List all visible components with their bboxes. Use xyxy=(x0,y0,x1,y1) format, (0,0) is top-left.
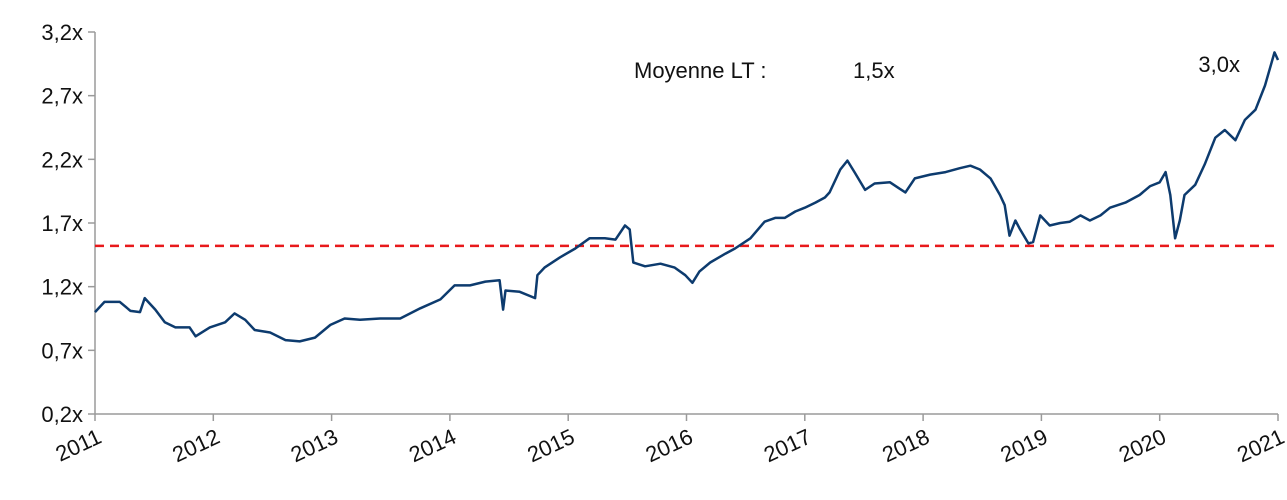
y-tick-label: 1,7x xyxy=(41,211,83,236)
x-tick-label: 2012 xyxy=(168,424,223,467)
x-tick-label: 2015 xyxy=(523,424,578,467)
x-tick-label: 2020 xyxy=(1115,424,1170,467)
reference-label: Moyenne LT : xyxy=(634,58,766,83)
y-tick-label: 2,7x xyxy=(41,84,83,109)
x-tick-label: 2021 xyxy=(1233,424,1287,467)
end-annotation: 3,0x xyxy=(1198,52,1240,77)
reference-value-label: 1,5x xyxy=(853,58,895,83)
x-tick-label: 2014 xyxy=(405,424,460,467)
x-tick-label: 2013 xyxy=(287,424,342,467)
y-tick-label: 2,2x xyxy=(41,147,83,172)
x-tick-label: 2019 xyxy=(997,424,1052,467)
y-tick-label: 0,2x xyxy=(41,402,83,427)
x-tick-label: 2017 xyxy=(760,424,815,467)
y-tick-label: 1,2x xyxy=(41,275,83,300)
x-tick-label: 2018 xyxy=(878,424,933,467)
y-tick-label: 3,2x xyxy=(41,20,83,45)
x-tick-label: 2016 xyxy=(642,424,697,467)
x-tick-label: 2011 xyxy=(52,424,105,467)
y-tick-label: 0,7x xyxy=(41,338,83,363)
data-line xyxy=(94,51,1280,343)
